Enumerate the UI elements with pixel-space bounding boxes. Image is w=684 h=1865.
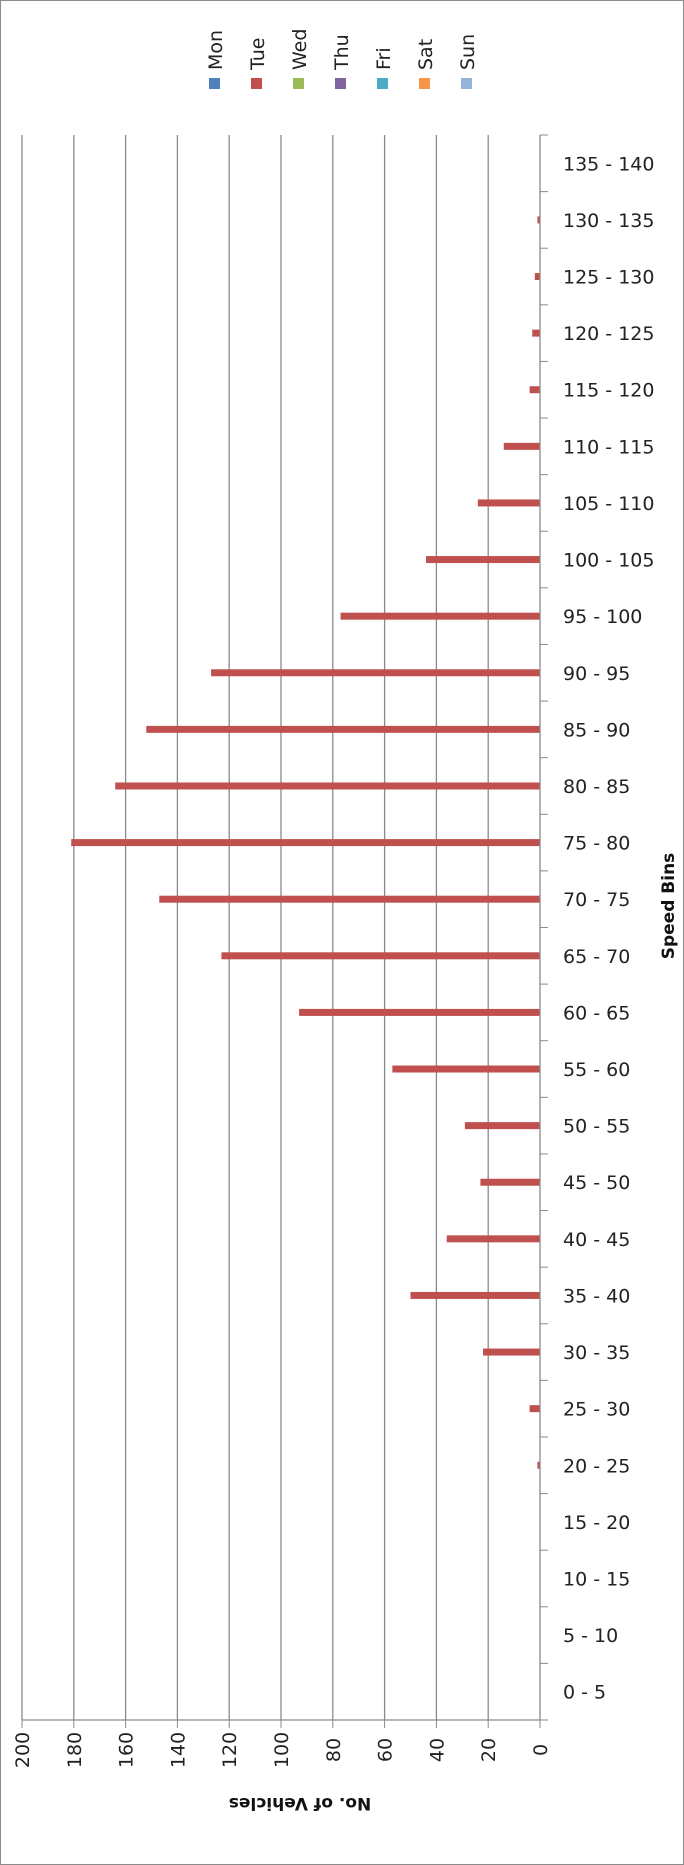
bar-tue <box>480 1178 540 1186</box>
category-tick-label: 100 - 105 <box>563 550 654 572</box>
bar-tue <box>529 1405 540 1413</box>
legend-label: Thu <box>331 34 353 71</box>
bar-tue <box>483 1348 540 1356</box>
category-tick-label: 80 - 85 <box>563 776 630 798</box>
legend-swatch-mon <box>209 78 220 89</box>
category-tick-label: 45 - 50 <box>563 1172 630 1194</box>
bar-tue <box>503 442 540 450</box>
category-tick-label: 10 - 15 <box>563 1568 630 1590</box>
category-tick-label: 55 - 60 <box>563 1059 630 1081</box>
category-tick-label: 35 - 40 <box>563 1285 630 1307</box>
category-tick-label: 135 - 140 <box>563 153 654 175</box>
legend-label: Sun <box>457 34 479 70</box>
bar-tue <box>221 952 540 960</box>
value-tick-label: 40 <box>426 1738 448 1762</box>
bar-tue <box>146 725 540 733</box>
bar-tue <box>392 1065 540 1073</box>
category-tick-label: 65 - 70 <box>563 946 630 968</box>
category-tick-label: 50 - 55 <box>563 1116 630 1138</box>
value-tick-labels: 0 20 40 60 80 100 120 140 160 180 200 <box>12 1732 552 1768</box>
bar-tue <box>537 1461 540 1469</box>
category-tick-label: 85 - 90 <box>563 719 630 741</box>
category-tick-label: 75 - 80 <box>563 833 630 855</box>
category-tick-label: 0 - 5 <box>563 1682 606 1704</box>
category-tick-label: 105 - 110 <box>563 493 654 515</box>
bars <box>71 216 541 1469</box>
value-tick-label: 20 <box>478 1738 500 1762</box>
legend-label: Mon <box>205 30 227 70</box>
bar-tue <box>71 839 541 847</box>
category-tick-label: 125 - 130 <box>563 267 654 289</box>
legend-swatch-sun <box>461 78 472 89</box>
category-tick-label: 60 - 65 <box>563 1002 630 1024</box>
category-tick-label: 110 - 115 <box>563 436 654 458</box>
category-tick-label: 90 - 95 <box>563 663 630 685</box>
bar-tue <box>537 216 540 224</box>
value-tick-label: 80 <box>323 1738 345 1762</box>
category-tick-label: 40 - 45 <box>563 1229 630 1251</box>
bar-tue <box>529 386 540 394</box>
gridlines <box>21 135 489 1720</box>
legend-swatch-thu <box>335 78 346 89</box>
bar-tue <box>211 669 540 677</box>
value-tick-label: 160 <box>116 1732 138 1768</box>
legend-swatch-tue <box>251 78 262 89</box>
legend-swatch-fri <box>377 78 388 89</box>
bar-tue <box>426 556 540 564</box>
legend-label: Fri <box>373 47 395 70</box>
axes <box>21 134 548 1728</box>
value-tick-label: 120 <box>219 1732 241 1768</box>
legend-swatch-sat <box>419 78 430 89</box>
bar-tue <box>340 612 540 620</box>
value-tick-label: 140 <box>167 1732 189 1768</box>
bar-tue <box>532 329 540 337</box>
category-tick-labels: 0 - 5 5 - 10 10 - 15 15 - 20 20 - 25 25 - 30 3… <box>563 153 654 1703</box>
category-tick-label: 15 - 20 <box>563 1512 630 1534</box>
category-tick-label: 130 - 135 <box>563 210 654 232</box>
legend-label: Sat <box>415 39 437 70</box>
category-tick-label: 25 - 30 <box>563 1399 630 1421</box>
bar-tue <box>410 1291 540 1299</box>
legend-label: Wed <box>289 29 311 70</box>
value-tick-label: 180 <box>64 1732 86 1768</box>
value-tick-label: 200 <box>12 1732 34 1768</box>
bar-tue <box>464 1122 540 1130</box>
bar-tue <box>299 1008 540 1016</box>
legend: Mon Tue Wed Thu Fri Sat Sun <box>205 29 479 89</box>
bar-tue <box>446 1235 540 1243</box>
category-tick-label: 120 - 125 <box>563 323 654 345</box>
value-tick-label: 0 <box>530 1744 552 1756</box>
bar-tue <box>477 499 540 507</box>
category-tick-label: 95 - 100 <box>563 606 642 628</box>
value-tick-label: 60 <box>375 1738 397 1762</box>
legend-label: Tue <box>247 38 269 71</box>
legend-swatch-wed <box>293 78 304 89</box>
value-tick-label: 100 <box>271 1732 293 1768</box>
category-tick-label: 20 - 25 <box>563 1455 630 1477</box>
category-tick-label: 70 - 75 <box>563 889 630 911</box>
category-tick-label: 30 - 35 <box>563 1342 630 1364</box>
category-tick-label: 5 - 10 <box>563 1625 618 1647</box>
bar-tue <box>115 782 541 790</box>
category-tick-label: 115 - 120 <box>563 380 654 402</box>
x-axis-title: Speed Bins <box>659 853 679 960</box>
bar-tue <box>159 895 540 903</box>
bar-tue <box>534 273 540 281</box>
y-axis-title: No. of Vehicles <box>229 1793 372 1813</box>
